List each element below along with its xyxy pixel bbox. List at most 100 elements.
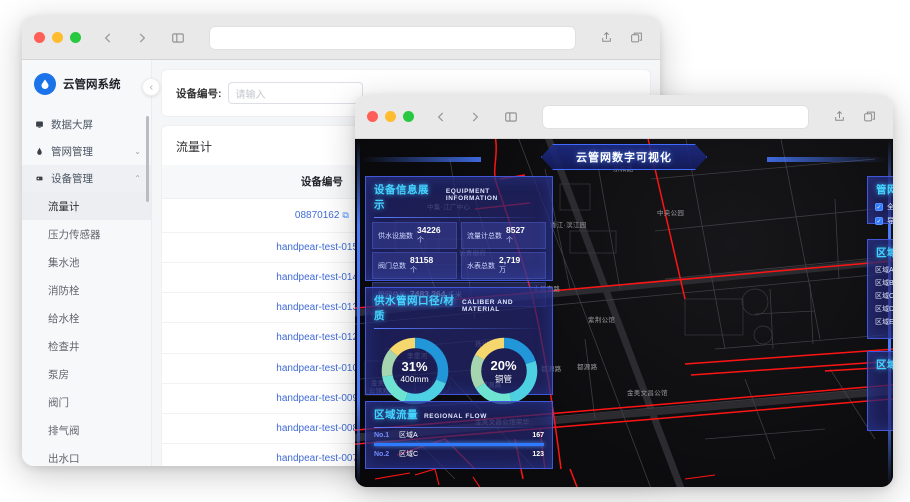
stat-value: 81158 个 bbox=[410, 255, 434, 275]
sidebar-subitem-label: 压力传感器 bbox=[48, 228, 101, 241]
stat-label: 流量计总数 bbox=[467, 232, 502, 240]
caliber-donut-chart[interactable]: 31% 400mm bbox=[378, 334, 452, 408]
device-code-field: 设备编号: 请输入 bbox=[176, 82, 363, 104]
map-label: 金奥文昌公馆 bbox=[627, 390, 668, 397]
stat-number: 81158 bbox=[410, 255, 434, 266]
stat-flowmeter-total: 流量计总数 8527 个 bbox=[461, 222, 546, 250]
back-button[interactable] bbox=[428, 105, 454, 129]
sidebar-subitem-pressure-sensor[interactable]: 压力传感器 bbox=[22, 220, 151, 248]
share-icon[interactable] bbox=[827, 105, 851, 129]
stat-unit: 万 bbox=[499, 267, 506, 275]
sidebar-menu: 数据大屏 管网管理 ⌄ 设备管理 ⌃ 流量计 压力传感器 bbox=[22, 109, 151, 466]
stats-row: 阀门总数 81158 个 水表总数 2,719 万 bbox=[372, 252, 546, 280]
panel-divider bbox=[374, 217, 544, 218]
caliber-donut-svg bbox=[381, 337, 448, 405]
sidebar-subitem-label: 排气阀 bbox=[48, 424, 80, 437]
close-window-button[interactable] bbox=[34, 32, 45, 43]
close-window-button[interactable] bbox=[367, 111, 378, 122]
map-label: 中央公园 bbox=[657, 210, 685, 217]
map-label: 香江·滨江园 bbox=[550, 222, 587, 229]
sidebar-subitem-catchment-pool[interactable]: 集水池 bbox=[22, 248, 151, 276]
sidebar-collapse-button[interactable] bbox=[142, 78, 160, 96]
region-legend-item[interactable]: 区域E bbox=[868, 315, 893, 328]
donut-chart-row: 31% 400mm 20% bbox=[366, 329, 552, 408]
sidebar-item-device-management[interactable]: 设备管理 ⌃ bbox=[22, 165, 151, 192]
forward-button[interactable] bbox=[462, 105, 488, 129]
region-legend-label: 区域E bbox=[875, 318, 893, 326]
chrome-actions bbox=[827, 105, 881, 129]
sidebar-subitem-outlet[interactable]: 出水口 bbox=[22, 444, 151, 466]
window-traffic-lights bbox=[367, 111, 414, 122]
sidebar-item-label: 数据大屏 bbox=[51, 119, 93, 131]
checkbox-checked-icon[interactable]: ✓ bbox=[875, 217, 883, 225]
sidebar-toggle-icon[interactable] bbox=[165, 26, 191, 50]
region-statistics-panel: 区域统 区域A 区域B 区域C 区域D bbox=[867, 239, 893, 339]
material-donut-chart[interactable]: 20% 铜管 bbox=[467, 334, 541, 408]
flow-rank-row: No.1 区域A 167 bbox=[366, 428, 552, 442]
device-icon bbox=[34, 174, 45, 183]
flow-bar-fill bbox=[374, 443, 544, 446]
minimize-window-button[interactable] bbox=[52, 32, 63, 43]
flow-rank: No.1 bbox=[374, 431, 390, 439]
tab-overview-icon[interactable] bbox=[857, 105, 881, 129]
layer-checkbox-select-all[interactable]: ✓ 全选 bbox=[868, 200, 893, 214]
panel-title-en: CALIBER AND MATERIAL bbox=[461, 299, 514, 313]
layer-checkbox-import[interactable]: ✓ 导入 bbox=[868, 214, 893, 228]
layer-checkbox-label: 导入 bbox=[887, 218, 893, 225]
tab-overview-icon[interactable] bbox=[624, 26, 648, 50]
stat-label: 水表总数 bbox=[467, 262, 495, 270]
share-icon[interactable] bbox=[594, 26, 618, 50]
region-legend-item[interactable]: 区域B bbox=[868, 276, 893, 289]
browser-chrome bbox=[22, 16, 660, 60]
stat-valve-total: 阀门总数 81158 个 bbox=[372, 252, 457, 280]
sidebar-subitem-pump-house[interactable]: 泵房 bbox=[22, 360, 151, 388]
sidebar-subitem-label: 阀门 bbox=[48, 396, 69, 409]
flow-rank: No.2 bbox=[374, 450, 390, 458]
sidebar-subitem-air-valve[interactable]: 排气阀 bbox=[22, 416, 151, 444]
material-label: 铜管 bbox=[494, 373, 512, 384]
map-label: 紫荆公馆 bbox=[588, 317, 616, 324]
sidebar-scrollbar[interactable] bbox=[146, 116, 149, 202]
region-legend-label: 区域C bbox=[875, 292, 893, 300]
region-legend-item[interactable]: 区域A bbox=[868, 263, 893, 276]
device-code-text: handpear-test-013 bbox=[276, 302, 359, 314]
panel-divider bbox=[374, 427, 544, 428]
sidebar-subitem-fire-hydrant[interactable]: 消防栓 bbox=[22, 276, 151, 304]
region-legend-item[interactable]: 区域C bbox=[868, 289, 893, 302]
caliber-label: 400mm bbox=[400, 373, 429, 384]
device-code-input[interactable]: 请输入 bbox=[227, 82, 363, 104]
sidebar-subitem-inspection-well[interactable]: 检查井 bbox=[22, 332, 151, 360]
copy-icon[interactable]: ⧉ bbox=[342, 209, 349, 220]
forward-button[interactable] bbox=[129, 26, 155, 50]
sidebar-item-data-screen[interactable]: 数据大屏 bbox=[22, 111, 151, 138]
address-bar-input[interactable] bbox=[542, 104, 809, 129]
browser-chrome bbox=[355, 95, 893, 139]
brand-name: 云管网系统 bbox=[63, 79, 121, 91]
sidebar-subitem-label: 泵房 bbox=[48, 368, 69, 381]
address-bar-input[interactable] bbox=[209, 25, 576, 50]
material-percent: 20% bbox=[490, 357, 517, 373]
caliber-material-panel: 供水管网口径/材质 CALIBER AND MATERIAL bbox=[365, 287, 553, 405]
sidebar-subitem-flowmeter[interactable]: 流量计 bbox=[22, 192, 151, 220]
sidebar-subitem-valve[interactable]: 阀门 bbox=[22, 388, 151, 416]
chevron-up-icon: ⌃ bbox=[134, 174, 141, 183]
stat-unit: 个 bbox=[506, 237, 513, 245]
screen-icon bbox=[34, 120, 45, 129]
panel-header: 区域流量 REGIONAL FLOW bbox=[366, 402, 552, 425]
sidebar-toggle-icon[interactable] bbox=[498, 105, 524, 129]
region-legend-item[interactable]: 区域D bbox=[868, 302, 893, 315]
flow-bar-track bbox=[374, 443, 544, 446]
maximize-window-button[interactable] bbox=[70, 32, 81, 43]
sidebar-item-pipe-management[interactable]: 管网管理 ⌄ bbox=[22, 138, 151, 165]
maximize-window-button[interactable] bbox=[403, 111, 414, 122]
minimize-window-button[interactable] bbox=[385, 111, 396, 122]
dashboard-overlay: 云管网数字可视化 设备信息展示 EQUIPMENT INFORMATION 供水… bbox=[355, 139, 893, 487]
device-code-text: handpear-test-015 bbox=[276, 242, 359, 254]
back-button[interactable] bbox=[95, 26, 121, 50]
stats-row: 供水设施数 34226 个 流量计总数 8527 个 bbox=[372, 222, 546, 250]
sidebar-item-label: 管网管理 bbox=[51, 146, 93, 158]
checkbox-checked-icon[interactable]: ✓ bbox=[875, 203, 883, 211]
stat-number: 8527 bbox=[506, 225, 525, 235]
panel-title-en: REGIONAL FLOW bbox=[424, 413, 487, 420]
sidebar-subitem-water-hydrant[interactable]: 给水栓 bbox=[22, 304, 151, 332]
